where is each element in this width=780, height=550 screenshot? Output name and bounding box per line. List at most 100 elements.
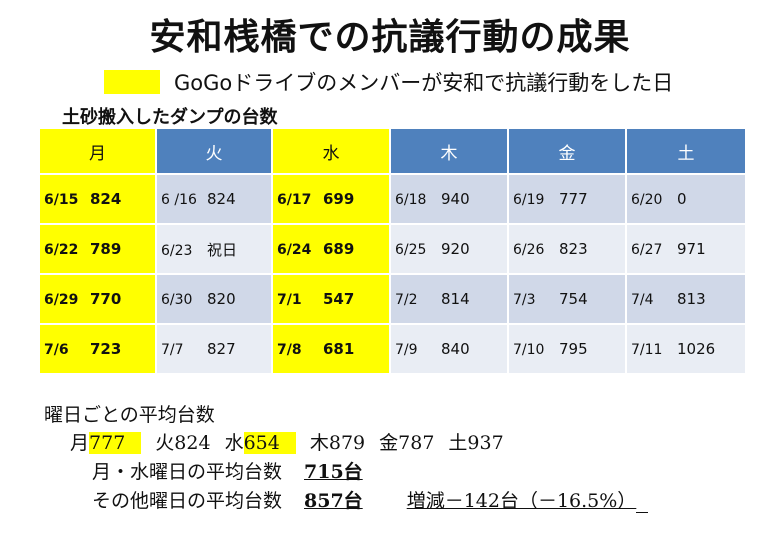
cell-value: 824 — [90, 190, 122, 208]
cell-value: 814 — [441, 290, 470, 308]
other-average: その他曜日の平均台数 857台 増減－142台（－16.5%） — [92, 486, 649, 513]
average-day: 金787 — [379, 428, 434, 455]
cell-date: 6/25 — [395, 242, 427, 258]
legend: GoGoドライブのメンバーが安和で抗議行動をした日 — [104, 68, 673, 96]
cell-date: 6/15 — [44, 192, 79, 208]
cell-date: 7/7 — [161, 342, 184, 358]
cell-date: 6/17 — [277, 192, 312, 208]
cell-date: 6/26 — [513, 242, 545, 258]
other-value: 857台 — [304, 490, 363, 512]
average-day: 火824 — [155, 428, 210, 455]
table-cell: 7/8 681 — [272, 323, 391, 373]
average-day: 水654 — [225, 428, 296, 455]
cell-date: 6/20 — [631, 192, 663, 208]
average-day: 月777 — [70, 428, 142, 455]
cell-date: 7/9 — [395, 342, 418, 358]
table-row: 6/15 824 6 /16 824 6/17 699 6/18 940 6/19 777 6/20… — [40, 173, 747, 224]
cell-value: 824 — [207, 190, 236, 208]
cell-date: 7/8 — [277, 342, 302, 358]
cell-date: 6/29 — [44, 292, 79, 308]
mon-wed-average: 月・水曜日の平均台数 715台 — [92, 457, 363, 484]
cell-value: 547 — [323, 290, 355, 308]
cell-date: 6/19 — [513, 192, 545, 208]
table-cell: 7/11 1026 — [626, 323, 747, 373]
average-days: 月777 火824 水654 木879 金787 土937 — [70, 428, 518, 455]
cell-value: 789 — [90, 240, 122, 258]
table-row: 6/22 789 6/23 祝日 6/24 689 6/25 920 6/26 823 6/27 97… — [40, 223, 747, 274]
table-cell: 7/7 827 — [156, 323, 273, 373]
table-cell: 7/9 840 — [390, 323, 509, 373]
average-day: 土937 — [448, 428, 503, 455]
mon-wed-value: 715台 — [304, 461, 363, 483]
cell-date: 6/27 — [631, 242, 663, 258]
cell-value: 1026 — [677, 340, 716, 358]
table-subtitle: 土砂搬入したダンプの台数 — [62, 107, 278, 128]
cell-value: 920 — [441, 240, 470, 258]
cell-date: 7/3 — [513, 292, 536, 308]
average-day-name: 金 — [379, 432, 399, 454]
mon-wed-label: 月・水曜日の平均台数 — [92, 461, 283, 483]
cell-value: 754 — [559, 290, 588, 308]
table-cell: 7/10 795 — [508, 323, 627, 373]
cell-date: 6 /16 — [161, 192, 197, 208]
table-cell: 6/22 789 — [40, 223, 157, 274]
cell-value: 723 — [90, 340, 122, 358]
table-cell: 6/18 940 — [390, 173, 509, 224]
cell-value: 940 — [441, 190, 470, 208]
average-day-value: 654 — [243, 432, 296, 454]
change-underline-tail — [636, 486, 649, 513]
header-1: 火 — [156, 129, 273, 174]
cell-date: 7/10 — [513, 342, 545, 358]
average-day-name: 土 — [448, 432, 468, 454]
table-cell: 7/2 814 — [390, 273, 509, 324]
average-day-value: 787 — [398, 432, 435, 454]
page-title: 安和桟橋での抗議行動の成果 — [149, 17, 631, 58]
cell-date: 7/6 — [44, 342, 69, 358]
cell-value: 813 — [677, 290, 706, 308]
table-cell: 7/3 754 — [508, 273, 627, 324]
cell-date: 7/4 — [631, 292, 654, 308]
other-label: その他曜日の平均台数 — [92, 490, 283, 512]
cell-date: 6/22 — [44, 242, 79, 258]
table-cell: 6/19 777 — [508, 173, 627, 224]
cell-date: 6/23 — [161, 242, 193, 259]
table-cell: 6/20 0 — [626, 173, 747, 224]
table-cell: 6/27 971 — [626, 223, 747, 274]
table-cell: 6/26 823 — [508, 223, 627, 274]
average-title: 曜日ごとの平均台数 — [44, 404, 215, 426]
header-5: 土 — [626, 129, 747, 174]
average-day-name: 木 — [309, 432, 329, 454]
cell-value: 820 — [207, 290, 236, 308]
table-row: 7/6 723 7/7 827 7/8 681 7/9 840 7/10 795 7/11 1026 — [40, 323, 747, 373]
table-cell: 6/17 699 — [272, 173, 391, 224]
cell-value: 795 — [559, 340, 588, 358]
cell-date: 6/18 — [395, 192, 427, 208]
cell-date: 7/2 — [395, 292, 418, 308]
table-cell: 7/6 723 — [40, 323, 157, 373]
table-cell: 6/30 820 — [156, 273, 273, 324]
cell-value: 770 — [90, 290, 122, 308]
average-day-name: 月 — [70, 432, 90, 454]
average-day-value: 777 — [89, 432, 142, 454]
dump-truck-table: 月火水木金土 6/15 824 6 /16 824 6/17 699 6/18 940 6/19… — [40, 129, 747, 373]
table-cell: 6/24 689 — [272, 223, 391, 274]
cell-date: 7/11 — [631, 342, 663, 358]
table-row: 6/29 770 6/30 820 7/1 547 7/2 814 7/3 754 7/4 813 — [40, 273, 747, 324]
cell-value: 823 — [559, 240, 588, 258]
header-2: 水 — [272, 129, 391, 174]
cell-date: 6/30 — [161, 292, 193, 308]
table-cell: 6 /16 824 — [156, 173, 273, 224]
header-0: 月 — [40, 129, 157, 174]
table-cell: 6/25 920 — [390, 223, 509, 274]
cell-value: 681 — [323, 340, 355, 358]
cell-value: 777 — [559, 190, 588, 208]
legend-text: GoGoドライブのメンバーが安和で抗議行動をした日 — [174, 71, 674, 95]
table-cell: 6/15 824 — [40, 173, 157, 224]
average-day-value: 937 — [467, 432, 504, 454]
table-cell: 7/1 547 — [272, 273, 391, 324]
cell-value: 0 — [677, 190, 687, 208]
cell-date: 7/1 — [277, 292, 302, 308]
change-value: 増減－142台（－16.5%） — [406, 490, 637, 512]
cell-value: 699 — [323, 190, 355, 208]
table-cell: 7/4 813 — [626, 273, 747, 324]
